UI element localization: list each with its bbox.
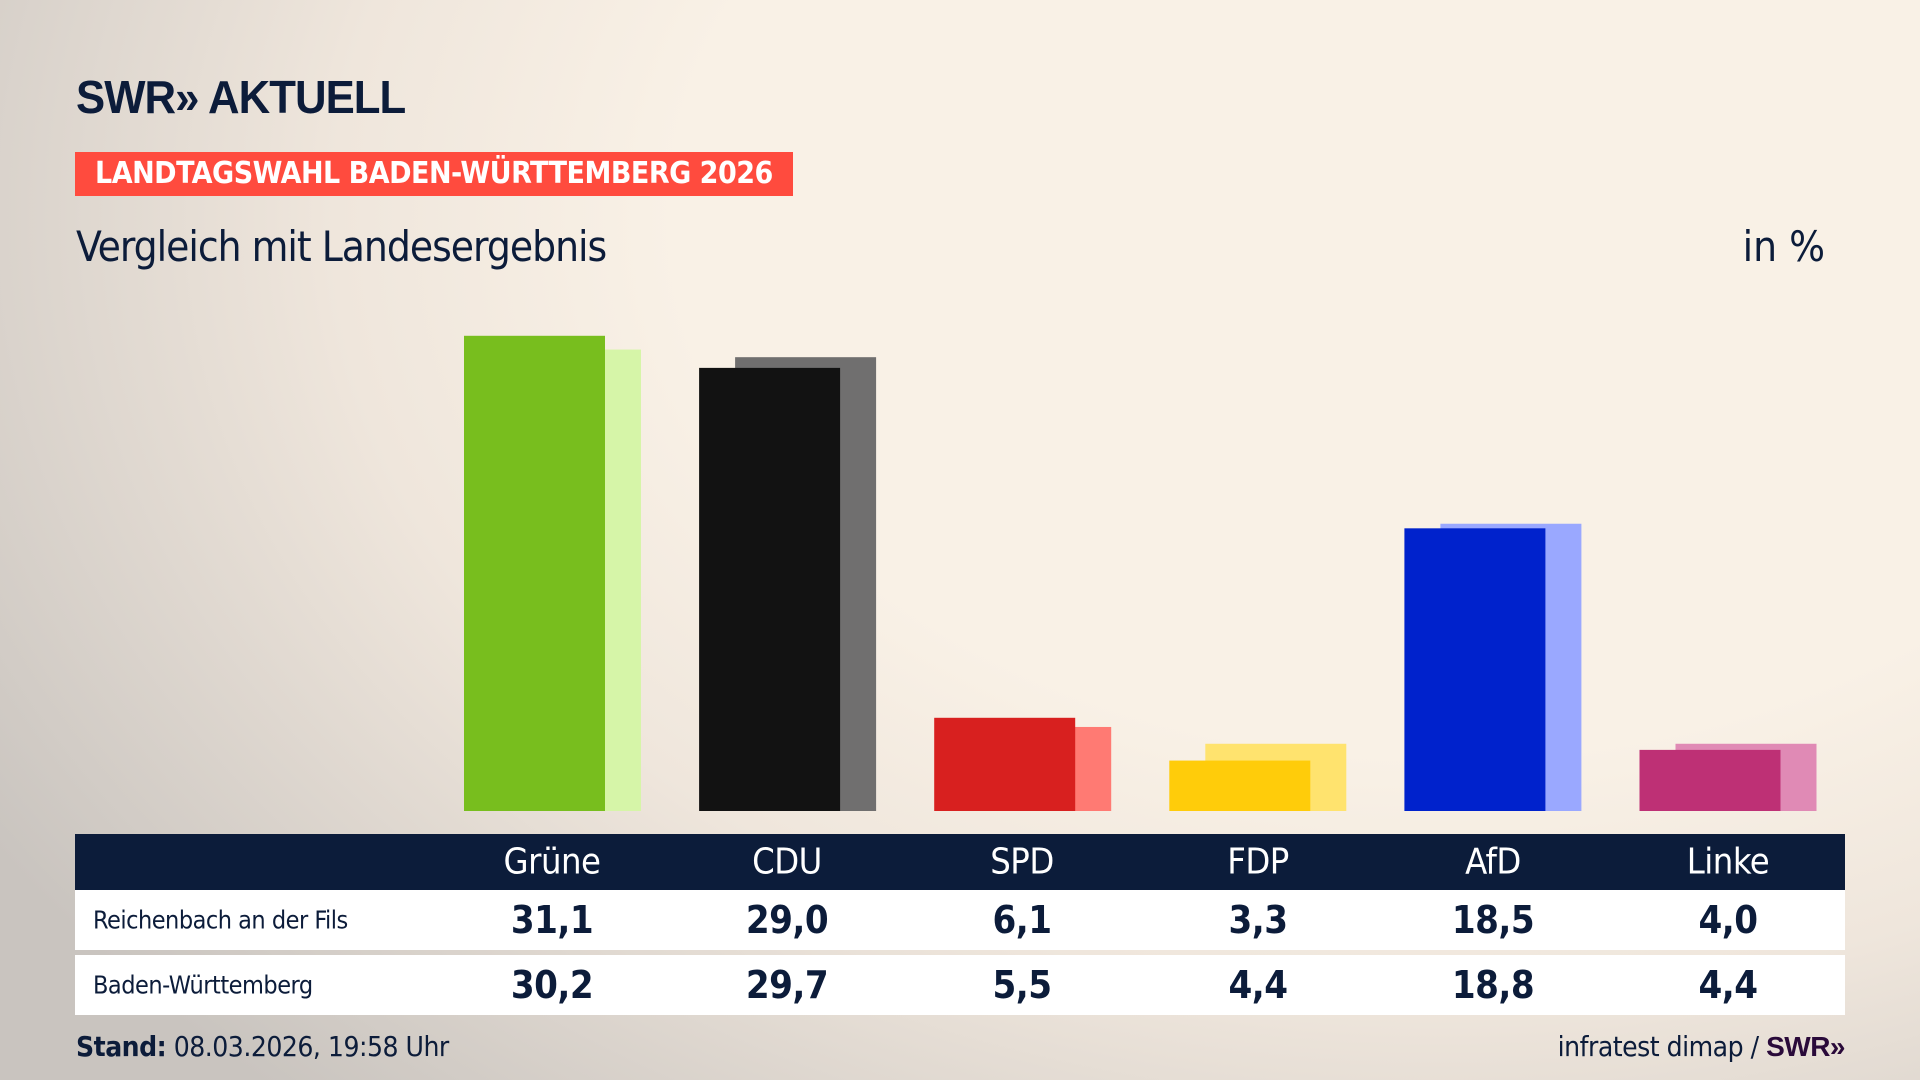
table-row: Baden-Württemberg 30,2 29,7 5,5 4,4 18,8… — [75, 955, 1845, 1015]
value-cell: 29,7 — [745, 963, 829, 1007]
value-cell: 18,5 — [1451, 898, 1535, 942]
chart-subtitle: Vergleich mit Landesergebnis — [76, 222, 607, 271]
value-cell: 3,3 — [1228, 898, 1288, 942]
bar-fdp-local — [1169, 760, 1311, 811]
source-text: infratest dimap / — [1557, 1030, 1759, 1063]
swr-logo: SWR» — [1766, 1031, 1845, 1062]
election-banner: LANDTAGSWAHL BADEN-WÜRTTEMBERG 2026 — [75, 152, 793, 196]
party-header: SPD — [990, 841, 1054, 883]
value-cell: 4,4 — [1228, 963, 1288, 1007]
bar-grüne-local — [464, 335, 605, 811]
value-cell: 18,8 — [1451, 963, 1535, 1007]
row-label: Reichenbach an der Fils — [93, 905, 348, 935]
party-header: Linke — [1686, 841, 1770, 883]
value-cell: 5,5 — [992, 963, 1052, 1007]
value-cell: 29,0 — [745, 898, 829, 942]
value-cell: 4,4 — [1698, 963, 1758, 1007]
bar-linke-local — [1639, 749, 1781, 811]
bar-cdu-local — [699, 367, 841, 811]
value-cell: 4,0 — [1698, 898, 1758, 942]
unit-label: in % — [1742, 222, 1825, 271]
value-cell: 31,1 — [510, 898, 594, 942]
value-cell: 6,1 — [992, 898, 1052, 942]
timestamp: Stand: 08.03.2026, 19:58 Uhr — [76, 1030, 449, 1063]
stand-value: 08.03.2026, 19:58 Uhr — [173, 1030, 450, 1063]
party-header: FDP — [1227, 841, 1289, 883]
source-credit: infratest dimap / SWR» — [1557, 1030, 1846, 1063]
party-header: AfD — [1465, 841, 1521, 883]
table-header: Grüne CDU SPD FDP AfD Linke — [75, 834, 1845, 890]
value-cell: 30,2 — [510, 963, 594, 1007]
bar-chart — [464, 335, 1817, 811]
bar-afd-local — [1404, 528, 1546, 811]
party-header: Grüne — [503, 841, 601, 883]
table-row: Reichenbach an der Fils 31,1 29,0 6,1 3,… — [75, 890, 1845, 950]
bar-spd-local — [934, 717, 1076, 811]
stand-label: Stand: — [76, 1030, 167, 1063]
swr-aktuell-logo: SWR» AKTUELL — [76, 71, 406, 123]
row-label: Baden-Württemberg — [93, 970, 313, 1000]
party-header: CDU — [752, 841, 822, 883]
